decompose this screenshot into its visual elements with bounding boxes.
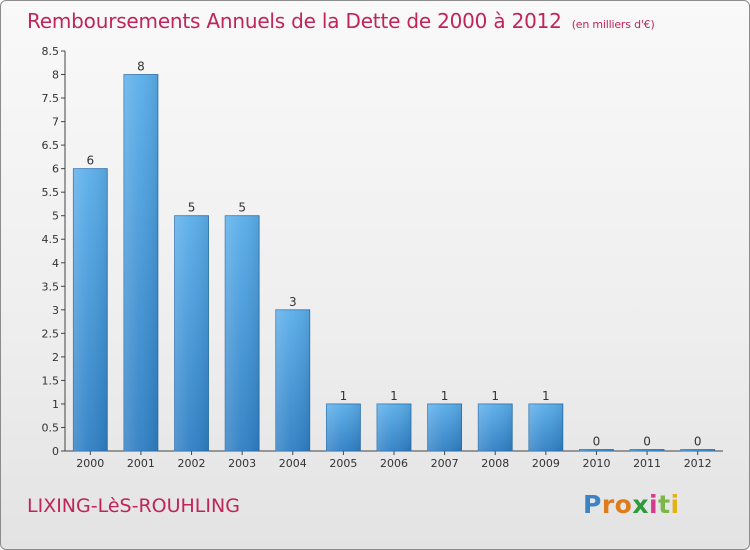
bar-shine [123,74,158,451]
data-label: 3 [289,295,297,309]
bar-shine [630,449,665,451]
bars: 6 8 5 5 3 1 1 1 1 1 0 0 0 [72,60,716,452]
x-tick-label: 2008 [481,457,509,470]
x-tick-label: 2000 [76,457,104,470]
x-tick-label: 2010 [582,457,610,470]
y-tick-label: 3.5 [42,280,60,293]
data-label: 1 [491,389,499,403]
y-tick-label: 8.5 [42,45,60,58]
bar-shine [528,403,563,451]
data-label: 6 [86,154,94,168]
logo-letter: P [583,490,602,519]
y-tick-label: 4.5 [42,233,60,246]
bar-shine [377,403,411,451]
logo-letter: i [670,490,680,519]
y-tick-label: 4 [52,257,59,270]
chart-subtitle: (en milliers d'€) [571,18,655,31]
logo-letter: o [614,490,633,519]
data-label: 0 [593,435,601,449]
y-tick-label: 0.5 [42,421,60,434]
data-label: 0 [643,435,651,449]
logo-letter: i [649,490,659,519]
x-tick-label: 2006 [380,457,408,470]
logo-letter: x [632,490,649,519]
data-label: 0 [694,435,702,449]
bar-shine [478,403,513,451]
x-tick-label: 2012 [684,457,712,470]
x-tick-label: 2009 [532,457,560,470]
bar-shine [225,215,260,451]
chart-title-text: Remboursements Annuels de la Dette de 20… [27,9,562,33]
y-tick-label: 8 [52,69,59,82]
y-tick-label: 5.5 [42,186,60,199]
bar-shine [680,449,715,451]
proxiti-logo: Proxiti [583,490,680,519]
y-tick-label: 6 [52,163,59,176]
x-tick-label: 2002 [178,457,206,470]
x-tick-label: 2007 [431,457,459,470]
y-tick-label: 7.5 [42,92,60,105]
bar-shine [174,215,209,451]
bar-shine [275,309,310,451]
y-tick-label: 5 [52,210,59,223]
y-axis: 0 0.5 1 1.5 2 2.5 3 3.5 4 4.5 5 5.5 6 6.5 7 7.5 8 8.5 [42,45,66,458]
bar-shine [326,403,361,451]
data-label: 1 [542,389,550,403]
x-tick-label: 2004 [279,457,307,470]
y-tick-label: 1.5 [42,374,60,387]
data-label: 8 [137,60,145,74]
x-tick-label: 2005 [329,457,357,470]
y-tick-label: 1 [52,398,59,411]
y-tick-label: 0 [52,445,59,458]
data-label: 1 [340,389,348,403]
data-label: 5 [188,201,196,215]
data-label: 5 [238,201,246,215]
logo-letter: r [601,490,615,519]
y-tick-label: 3 [52,304,59,317]
x-axis: 2000 2001 2002 2003 2004 2005 2006 2007 2008 2009… [65,450,723,470]
data-label: 1 [441,389,449,403]
logo-letter: t [658,490,671,519]
chart-title: Remboursements Annuels de la Dette de 20… [27,9,655,33]
y-tick-label: 2.5 [42,327,60,340]
bar-shine [579,449,614,451]
data-label: 1 [390,389,398,403]
y-tick-label: 6.5 [42,139,60,152]
x-tick-label: 2003 [228,457,256,470]
y-tick-label: 2 [52,351,59,364]
y-tick-label: 7 [52,116,59,129]
bar-shine [73,168,108,451]
commune-name: LIXING-LèS-ROUHLING [27,495,240,517]
x-tick-label: 2011 [633,457,661,470]
bar-shine [427,403,462,451]
x-tick-label: 2001 [127,457,155,470]
